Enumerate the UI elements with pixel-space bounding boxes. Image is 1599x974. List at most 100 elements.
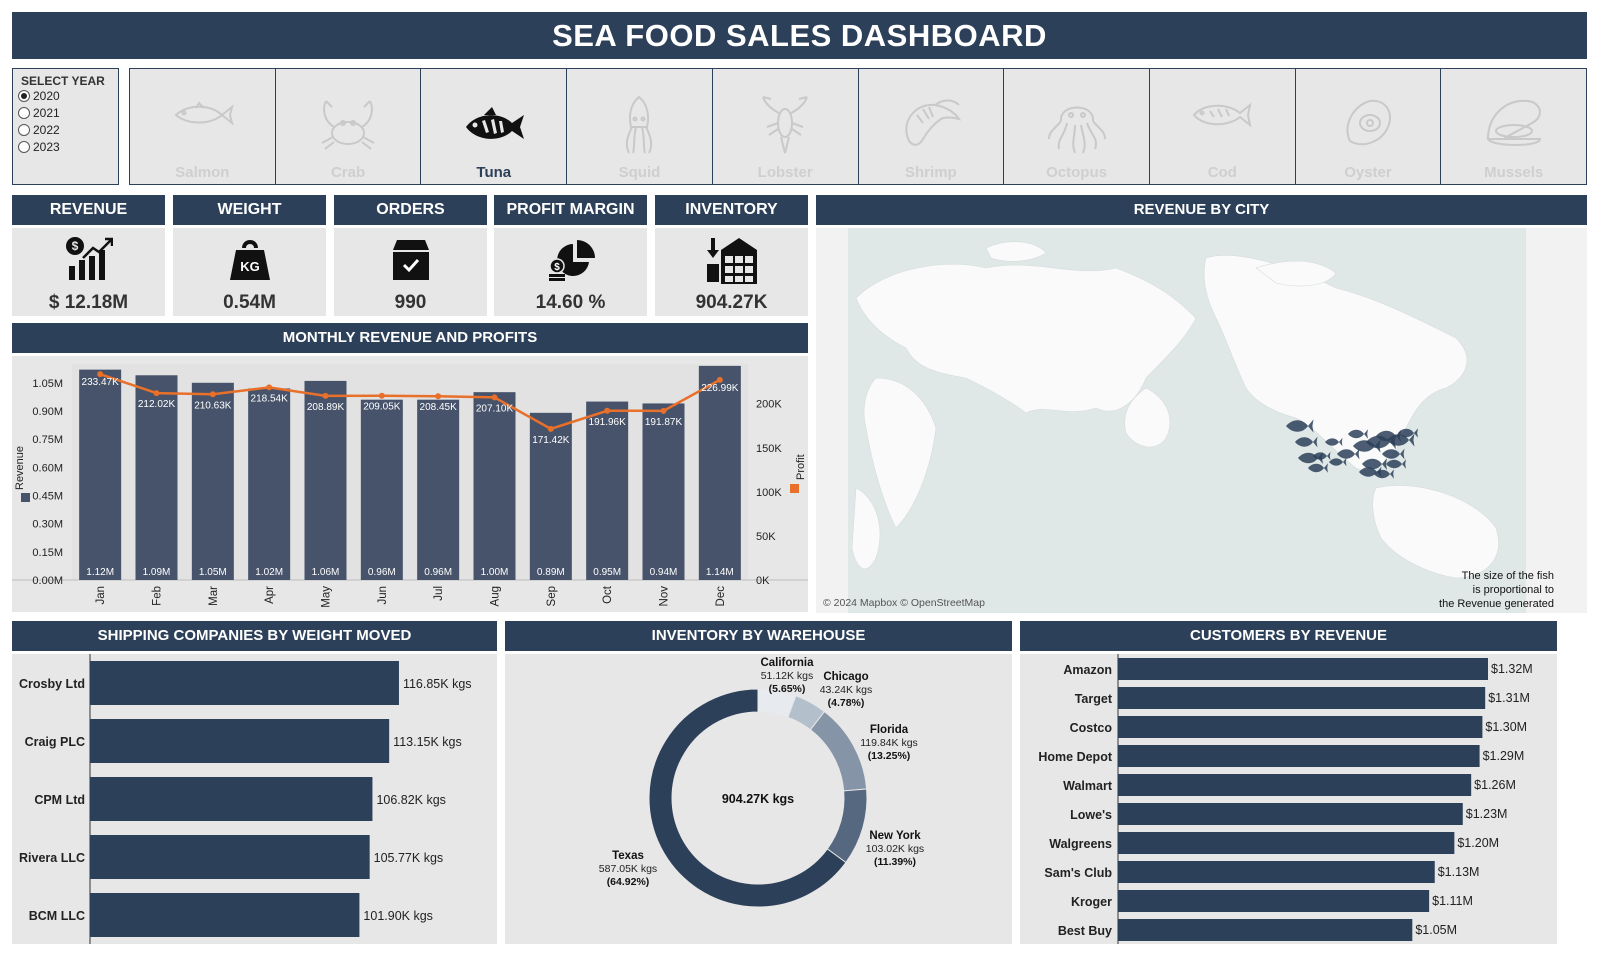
tuna-icon [465,107,524,139]
y2-tick-label: 50K [756,531,776,543]
kpi-label: WEIGHT [173,195,326,225]
revenue-bar-label: 1.12M [86,567,114,578]
species-name: Oyster [1344,164,1392,181]
monthly-chart-title: MONTHLY REVENUE AND PROFITS [12,323,808,353]
map-note-line-1: The size of the fish [1462,570,1554,582]
warehouse-pct-label: (4.78%) [828,697,865,709]
species-tile-salmon[interactable]: Salmon [129,68,276,185]
y-tick-label: 0.15M [32,547,63,559]
revenue-map[interactable]: © 2024 Mapbox © OpenStreetMap The size o… [816,228,1587,613]
x-tick-label: Mar [208,586,220,606]
city-fish-marker [1366,434,1396,450]
species-tile-lobster[interactable]: Lobster [712,68,859,185]
species-tile-tuna[interactable]: Tuna [421,68,568,185]
species-tile-oyster[interactable]: Oyster [1295,68,1442,185]
radio-icon[interactable] [18,107,30,119]
city-fish-marker [1386,459,1406,469]
profit-point-label: 208.89K [307,402,345,413]
revenue-bar [191,382,234,580]
revenue-bar [529,412,572,580]
year-option-2023[interactable]: 2023 [18,140,60,154]
radio-icon[interactable] [18,124,30,136]
revenue-bar [642,403,685,580]
warehouse-slice [648,688,847,908]
species-tile-cod[interactable]: Cod [1149,68,1296,185]
kpi-value: 990 [394,292,427,313]
warehouse-name-label: New York [869,830,921,842]
species-tile-octopus[interactable]: Octopus [1004,68,1150,185]
y-tick-label: 0.75M [32,434,63,446]
x-tick-label: May [321,586,333,608]
customer-name-label: Best Buy [1058,924,1112,938]
city-fish-marker [1353,439,1381,453]
x-tick-label: Jan [95,586,107,605]
warehouse-value-label: 43.24K kgs [820,684,873,696]
customer-bar [1118,832,1455,854]
kpi-revenue: REVENUE $ $ 12.18M [12,195,165,316]
species-name: Crab [330,164,366,181]
warehouse-name-label: Texas [612,850,644,862]
year-option-2020[interactable]: 2020 [18,89,60,103]
profit-point-label: 212.02K [138,399,176,410]
warehouse-value-label: 51.12K kgs [761,670,814,682]
kpi-profit-margin: PROFIT MARGIN $ 14.60 % [494,195,647,316]
radio-selected-icon[interactable] [18,90,30,102]
customer-value-label: $1.30M [1485,720,1527,734]
city-fish-marker [1398,428,1418,438]
x-tick-label: Sep [546,586,558,606]
revenue-chart-icon: $ [65,237,113,280]
warehouse-slice [826,788,868,864]
customer-value-label: $1.26M [1474,778,1516,792]
species-tile-shrimp[interactable]: Shrimp [858,68,1005,185]
revenue-bar [586,401,629,580]
y-axis-title: Revenue [14,446,26,490]
customer-bar [1118,861,1435,883]
species-tile-squid[interactable]: Squid [567,68,713,185]
customers-chart: Amazon $1.32M Target $1.31M Costco $1.30M Home… [1020,654,1557,944]
year-option-2022[interactable]: 2022 [18,123,60,137]
map-note-line-2: is proportional to [1473,584,1554,596]
profit-point [97,371,104,378]
city-fish-marker [1337,448,1360,460]
oyster-icon [1346,99,1391,146]
y2-tick-label: 150K [756,443,782,455]
year-option-2021[interactable]: 2021 [18,106,60,120]
x-tick-label: Aug [490,586,502,606]
profit-point-label: 171.42K [532,435,570,446]
map-attribution: © 2024 Mapbox © OpenStreetMap [823,597,985,609]
city-fish-marker [1362,458,1387,470]
shipping-chart: Crosby Ltd 116.85K kgs Craig PLC 113.15K kg… [12,654,497,944]
salmon-icon [174,101,235,126]
profit-point [209,391,216,398]
customer-name-label: Sam's Club [1044,866,1112,880]
revenue-bar [698,365,741,580]
revenue-bar [248,388,291,580]
city-fish-marker [1359,466,1382,478]
warehouse-name-label: Chicago [823,671,868,683]
customer-name-label: Walmart [1063,779,1113,793]
species-filter: Salmon Crab Tuna Squid Lobster Shrimp Oc… [129,68,1588,185]
radio-icon[interactable] [18,141,30,153]
revenue-bar-label: 0.96M [368,567,396,578]
shipping-value-label: 113.15K kgs [393,735,462,749]
warehouse-name-label: Florida [870,724,909,736]
warehouse-chart: California 51.12K kgs (5.65%) Chicago 43.24K… [505,654,1012,944]
x-tick-label: Jun [377,586,389,605]
kpi-label: REVENUE [12,195,165,225]
warehouse-slice [809,710,868,792]
x-tick-label: Apr [264,586,276,604]
warehouse-icon [706,238,757,284]
revenue-bar-label: 0.94M [650,567,678,578]
customer-bar [1118,745,1480,767]
shipping-company-label: CPM Ltd [34,793,85,807]
customer-name-label: Home Depot [1038,750,1112,764]
species-tile-mussels[interactable]: Mussels [1441,68,1588,185]
profit-line [99,372,721,431]
city-fish-marker [1382,448,1405,460]
warehouse-pct-label: (64.92%) [607,876,650,888]
y2-tick-label: 0K [756,575,770,587]
revenue-legend-swatch [21,493,30,502]
species-tile-crab[interactable]: Crab [275,68,422,185]
warehouse-pct-label: (11.39%) [874,856,916,868]
shipping-value-label: 105.77K kgs [374,851,444,865]
